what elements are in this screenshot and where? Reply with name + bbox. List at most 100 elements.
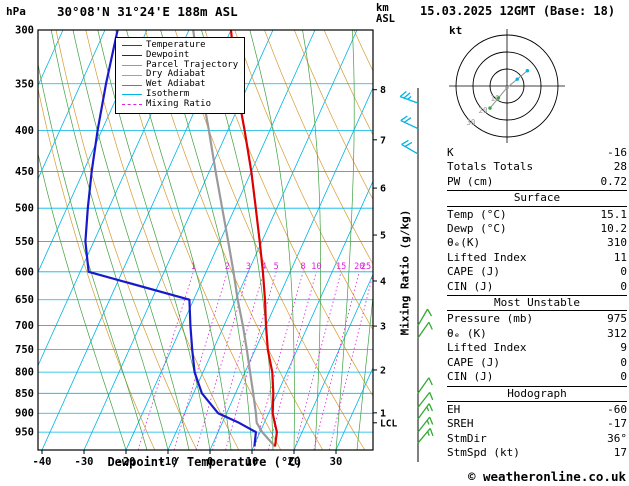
svg-text:700: 700 [15, 320, 34, 332]
table-row-label: EH [447, 402, 461, 416]
svg-text:650: 650 [15, 294, 34, 306]
table-row-value: 0 [620, 355, 627, 369]
svg-text:750: 750 [15, 344, 34, 356]
wind-barb [417, 321, 433, 339]
table-row: PW (cm) 0.72 [447, 175, 627, 189]
temperature-curve [229, 30, 278, 447]
table-row: CIN (J) 0 [447, 370, 627, 384]
legend-swatch-wet-adiabat [122, 84, 142, 86]
svg-text:-40: -40 [33, 456, 52, 468]
table-row-value: 975 [607, 312, 627, 326]
legend-label: Dewpoint [146, 49, 190, 60]
wind-barb [417, 416, 434, 433]
legend-swatch-mixing-ratio [122, 104, 142, 106]
table-row: StmDir 36° [447, 432, 627, 446]
table-row-label: CIN (J) [447, 370, 494, 384]
table-row-label: StmSpd (kt) [447, 446, 520, 460]
svg-text:20: 20 [354, 262, 364, 272]
svg-text:850: 850 [15, 388, 34, 400]
table-row: CIN (J) 0 [447, 280, 627, 294]
table-row-label: CAPE (J) [447, 355, 500, 369]
table-row-label: StmDir [447, 431, 487, 445]
table-row-label: K [447, 146, 454, 159]
legend-item: Isotherm [122, 88, 238, 100]
x-axis-label: Dewpoint / Temperature (°C) [107, 455, 303, 469]
svg-text:15: 15 [336, 262, 346, 272]
svg-text:950: 950 [15, 427, 34, 439]
table-row-label: Totals Totals [447, 160, 534, 174]
pressure-unit-label: hPa [6, 5, 26, 18]
svg-text:400: 400 [15, 125, 34, 137]
table-row: CAPE (J) 0 [447, 356, 627, 370]
legend-swatch-isotherm [122, 94, 142, 96]
mixing-ratio-axis-label: Mixing Ratio (g/kg) [398, 209, 412, 336]
hodograph-unit-label: kt [449, 24, 463, 37]
svg-text:2: 2 [380, 365, 386, 376]
svg-text:8: 8 [301, 262, 306, 272]
svg-text:10: 10 [311, 262, 321, 272]
svg-text:8: 8 [380, 85, 386, 96]
svg-text:1: 1 [380, 408, 386, 419]
svg-text:20: 20 [288, 456, 301, 468]
legend-swatch-temperature [122, 45, 142, 47]
table-row-value: 0 [620, 370, 627, 384]
table-row-label: Dewp (°C) [447, 222, 507, 236]
wind-barb [417, 308, 433, 326]
table-row-value: 15.1 [600, 207, 628, 221]
svg-text:2: 2 [225, 262, 230, 272]
svg-text:3: 3 [246, 262, 251, 272]
datetime-title: 15.03.2025 12GMT (Base: 18) [420, 4, 616, 18]
wind-barb [417, 377, 433, 394]
altitude-unit-asl: ASL [376, 13, 395, 25]
credit-text: © weatheronline.co.uk [467, 469, 626, 484]
svg-text:-20: -20 [117, 456, 136, 468]
table-row-label: Pressure (mb) [447, 312, 534, 326]
station-title: 30°08'N 31°24'E 188m ASL [57, 4, 238, 19]
svg-text:600: 600 [15, 266, 34, 278]
legend-item: Parcel Trajectory [122, 59, 239, 71]
svg-text:LCL: LCL [380, 418, 397, 429]
svg-text:0: 0 [207, 456, 213, 468]
skewt-axes: 3003504004505005506006507007508008509009… [15, 25, 397, 469]
wind-barb-column [399, 88, 434, 462]
table-row: Totals Totals 28 [447, 160, 627, 174]
table-row: Dewp (°C) 10.2 [447, 222, 627, 236]
svg-text:800: 800 [15, 367, 34, 379]
svg-text:-30: -30 [75, 456, 94, 468]
table-row-label: θₑ (K) [447, 326, 487, 340]
table-row-value: 28 [613, 160, 627, 174]
table-row-label: CIN (J) [447, 279, 494, 293]
legend-label: Isotherm [146, 88, 190, 99]
svg-text:350: 350 [15, 78, 34, 90]
chart-legend: Temperature Dewpoint Parcel Trajectory Dry … [115, 37, 246, 114]
table-row-value: 0.72 [600, 174, 628, 188]
legend-swatch-parcel-trajectory [122, 64, 142, 66]
table-row-value: -60 [607, 402, 627, 416]
altitude-axis-unit-label: km ASL [376, 3, 395, 25]
svg-text:-10: -10 [159, 456, 178, 468]
wind-barb [417, 392, 434, 408]
table-row-value: 10.2 [600, 222, 628, 236]
table-section-title: Hodograph [447, 385, 627, 402]
wind-barb [400, 115, 419, 130]
legend-label: Mixing Ratio [146, 98, 212, 109]
table-row: CAPE (J) 0 [447, 265, 627, 279]
table-row-value: 11 [613, 250, 627, 264]
legend-swatch-dry-adiabat [122, 74, 142, 76]
table-row: θₑ (K) 312 [447, 327, 627, 341]
svg-text:5: 5 [274, 262, 279, 272]
svg-text:450: 450 [15, 166, 34, 178]
table-row-label: Lifted Index [447, 341, 527, 355]
legend-label: Temperature [146, 40, 206, 50]
wind-barb [417, 427, 434, 444]
table-row: Lifted Index 11 [447, 251, 627, 265]
dewpoint-curve [84, 30, 257, 447]
table-row: Lifted Index 9 [447, 341, 627, 355]
table-row: Pressure (mb) 975 [447, 312, 627, 326]
table-row-label: Temp (°C) [447, 207, 507, 221]
table-row-value: 312 [607, 326, 627, 340]
svg-text:300: 300 [15, 25, 34, 37]
legend-label: Parcel Trajectory [146, 59, 239, 70]
